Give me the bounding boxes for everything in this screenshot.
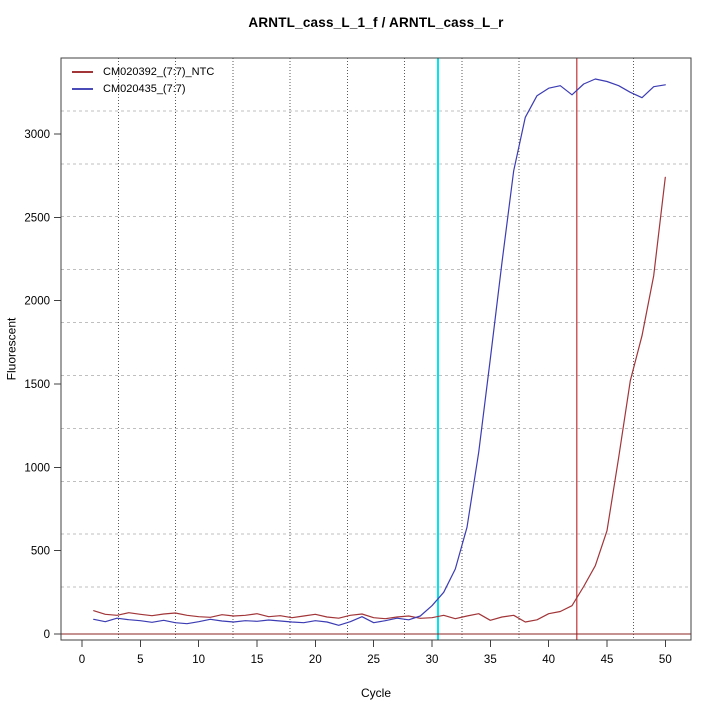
y-tick-label: 500 <box>31 546 50 558</box>
chart-title: ARNTL_cass_L_1_f / ARNTL_cass_L_r <box>248 15 504 30</box>
x-tick-label: 0 <box>79 654 85 666</box>
legend-item: CM020435_(7:7) <box>72 82 214 95</box>
x-tick-label: 45 <box>601 654 614 666</box>
x-axis-label: Cycle <box>360 686 391 700</box>
legend-item-label: CM020392_(7:7)_NTC <box>103 65 215 78</box>
x-tick-label: 5 <box>137 654 143 666</box>
x-tick-label: 30 <box>426 654 439 666</box>
y-tick-label: 3000 <box>24 129 50 141</box>
series-line-CM020392_(7:7)_NTC <box>93 176 666 623</box>
y-tick-label: 0 <box>44 629 50 641</box>
x-tick-label: 10 <box>192 654 205 666</box>
y-tick-label: 1000 <box>24 462 50 474</box>
x-tick-label: 25 <box>367 654 380 666</box>
y-tick-label: 2500 <box>24 212 50 224</box>
legend-line-swatch <box>72 87 93 90</box>
series-line-CM020435_(7:7) <box>93 78 666 626</box>
y-tick-label: 1500 <box>24 379 50 391</box>
legend-line-swatch <box>72 70 93 73</box>
x-tick-label: 50 <box>659 654 672 666</box>
legend: CM020392_(7:7)_NTC CM020435_(7:7) <box>72 65 214 95</box>
x-tick-label: 35 <box>484 654 497 666</box>
legend-item-label: CM020435_(7:7) <box>103 82 186 95</box>
x-tick-label: 20 <box>309 654 322 666</box>
plot-border <box>60 57 692 641</box>
x-tick-label: 15 <box>251 654 264 666</box>
legend-item: CM020392_(7:7)_NTC <box>72 65 214 78</box>
y-tick-label: 2000 <box>24 296 50 308</box>
x-tick-label: 40 <box>542 654 555 666</box>
